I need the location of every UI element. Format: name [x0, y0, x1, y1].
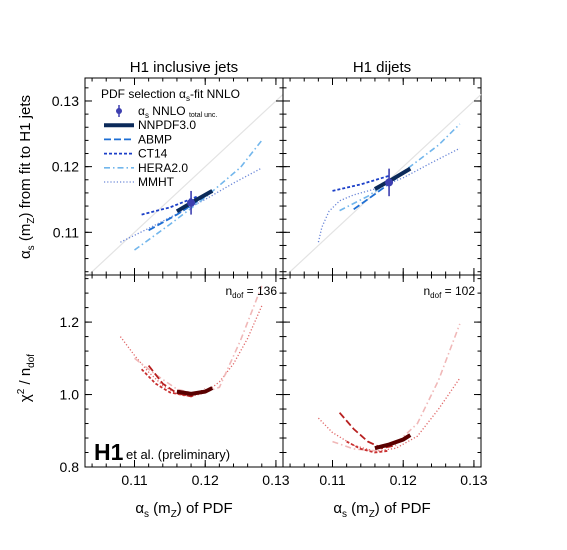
series-ct14-line: [332, 174, 390, 192]
series-nnpdf30-line: [373, 166, 412, 191]
plot-frame: [282, 77, 482, 276]
series-nnpdf30-line: [176, 386, 214, 396]
legend-title: PDF selection αs-fit NNLO: [101, 87, 240, 103]
x-tick-label: 0.11: [319, 472, 345, 488]
panel-title-left: H1 inclusive jets: [130, 59, 238, 76]
alpha-s-point: [187, 198, 196, 207]
series-mmht-line: [119, 305, 263, 398]
y-tick-label: 0.12: [52, 159, 79, 175]
alpha-s-point: [385, 178, 394, 187]
y-tick-label: 0.13: [52, 93, 79, 109]
legend-label: ABMP: [138, 132, 172, 146]
x-tick-label: 0.11: [121, 472, 147, 488]
footer: H1 et al. (preliminary): [94, 439, 230, 465]
plot-frame: [282, 274, 482, 468]
x-tick-label: 0.12: [390, 472, 417, 488]
panel-title-right: H1 dijets: [353, 59, 411, 76]
panel-bottom-right: 0.11 0.12 0.13 ndof = 102: [282, 274, 488, 488]
ndof-annotation: ndof = 102: [423, 284, 475, 300]
series-ct14-line: [346, 440, 390, 454]
x-axis-label-left: αs (mZ) of PDF: [135, 500, 232, 520]
x-axis-label-right: αs (mZ) of PDF: [333, 500, 430, 520]
y-tick-label: 0.8: [60, 459, 80, 475]
series-mmht-line: [317, 377, 461, 453]
x-tick-label: 0.12: [192, 472, 219, 488]
y-tick-label: 1.2: [60, 314, 80, 330]
x-tick-label: 0.13: [262, 472, 289, 488]
y-tick-label: 1.0: [60, 387, 80, 403]
series-hera20-line: [134, 285, 263, 396]
ndof-annotation: ndof = 136: [225, 284, 277, 300]
footer-caption: et al. (preliminary): [126, 447, 230, 462]
panel-bottom-left: 0.11 0.12 0.13 0.8 1.0 1.2 ndof = 136: [60, 274, 290, 488]
series-hera20-line: [339, 123, 461, 212]
series-hera20-line: [134, 139, 263, 251]
diagonal-reference-line: [84, 93, 284, 279]
y-axis-label-top: αs (mZ) from fit to H1 jets: [17, 95, 37, 259]
series-hera20-line: [332, 323, 461, 452]
y-axis-label-bottom: χ2 / ndof: [16, 354, 37, 402]
x-tick-label: 0.13: [460, 472, 487, 488]
series-mmht-line: [120, 167, 263, 243]
legend-label: αs NNLO total unc.: [138, 104, 217, 120]
series-ct14-line: [140, 368, 199, 397]
legend-label: HERA2.0: [138, 161, 188, 175]
y-tick-label: 0.11: [53, 224, 79, 240]
legend-label: NNPDF3.0: [138, 118, 196, 132]
legend-label: MMHT: [138, 175, 175, 189]
series-abmp-line: [338, 412, 397, 450]
series-nnpdf30-line: [175, 189, 214, 214]
h1-logo: H1: [94, 439, 124, 465]
panel-top-right: H1 dijets: [282, 59, 482, 279]
series-nnpdf30-line: [374, 433, 412, 451]
legend-swatch-point: [116, 108, 122, 114]
legend-label: CT14: [138, 147, 168, 161]
series-abmp-line: [147, 365, 206, 398]
